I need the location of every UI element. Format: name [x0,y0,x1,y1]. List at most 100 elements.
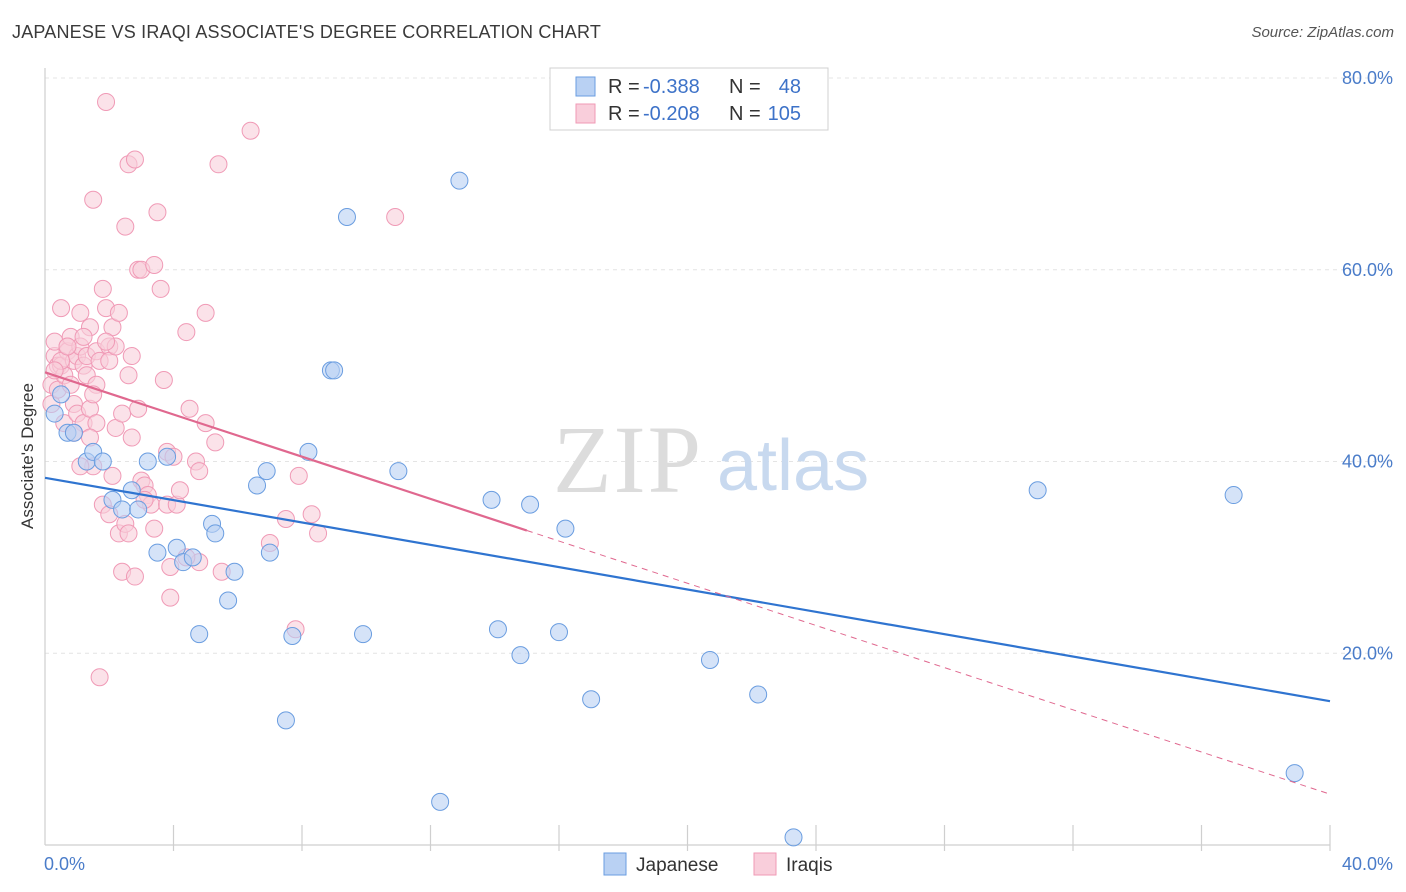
point-iraqis [154,371,173,390]
point-japanese [45,404,64,423]
legend-n-value-japanese: 48 [779,76,801,98]
legend-r-label-iraqis: R = [608,103,640,125]
point-japanese [276,711,295,730]
point-japanese [337,208,356,227]
chart-title: JAPANESE VS IRAQI ASSOCIATE'S DEGREE COR… [12,22,602,42]
point-iraqis [196,303,215,322]
point-japanese [257,462,276,481]
point-iraqis [71,303,90,322]
point-iraqis [97,92,116,111]
point-iraqis [122,428,141,447]
point-iraqis [151,279,170,298]
point-japanese [550,623,568,642]
point-japanese [450,171,469,190]
point-iraqis [386,208,405,227]
stats-legend: R = -0.388 N = 48 R = -0.208 N = 105 [549,67,829,131]
point-iraqis [180,399,199,418]
point-japanese [225,562,244,581]
point-iraqis [90,668,109,687]
point-iraqis [119,366,138,385]
point-iraqis [122,347,141,366]
legend-n-label-japanese: N = [729,76,761,98]
legend-r-value-japanese: -0.388 [643,76,700,98]
trend-lines [44,371,1331,795]
y-axis-label: Associate's Degree [18,383,37,529]
point-japanese [219,591,238,610]
point-japanese [784,828,803,847]
point-japanese [138,452,157,471]
point-japanese [1028,481,1047,500]
y-tick-label: 60.0% [1342,260,1393,280]
point-japanese [556,519,575,538]
legend-swatch-iraqis [575,103,596,124]
grid-lines [45,77,1392,654]
point-iraqis [74,327,93,346]
point-iraqis [116,217,135,236]
legend-r-value-iraqis: -0.208 [643,103,700,125]
point-japanese [260,543,279,562]
series-legend-label-iraqis: Iraqis [786,855,832,876]
point-iraqis [125,150,144,169]
point-iraqis [103,466,122,485]
legend-r-label-japanese: R = [608,76,640,98]
point-iraqis [145,255,164,274]
point-japanese [299,442,318,461]
point-iraqis [302,505,321,524]
point-japanese [148,543,167,562]
point-japanese [325,361,344,380]
point-japanese [52,385,71,404]
point-iraqis [58,337,77,356]
x-tick-labels: 0.0% 40.0% [44,854,1393,874]
point-japanese [749,685,768,704]
point-japanese [482,490,501,509]
axes [44,68,1331,851]
point-iraqis [170,481,189,500]
point-japanese [431,792,450,811]
trend-line-japanese [44,476,1331,703]
point-iraqis [125,567,144,586]
point-iraqis [241,121,260,140]
point-iraqis [97,332,116,351]
watermark: ZIP atlas [553,406,869,513]
source-credit: Source: ZipAtlas.com [1251,24,1394,41]
point-japanese [64,423,83,442]
point-japanese [488,620,507,639]
point-japanese [582,690,601,709]
point-iraqis [109,303,128,322]
x-tick-label: 0.0% [44,854,85,874]
point-japanese [354,625,373,644]
y-tick-label: 80.0% [1342,68,1393,88]
point-iraqis [190,462,209,481]
point-iraqis [309,524,328,543]
point-iraqis [84,190,103,209]
point-japanese [1224,486,1243,505]
y-tick-labels: 20.0% 40.0% 60.0% 80.0% [1342,68,1393,663]
y-tick-label: 20.0% [1342,643,1393,663]
point-iraqis [93,279,112,298]
point-japanese [700,650,719,669]
watermark-atlas: atlas [717,426,869,506]
point-iraqis [52,299,71,318]
point-iraqis [209,155,228,174]
stats-legend-frame [549,67,829,131]
point-japanese [283,626,302,645]
series-legend: Japanese Iraqis [603,852,832,876]
watermark-zip: ZIP [553,406,703,513]
y-tick-label: 40.0% [1342,452,1393,472]
point-iraqis [119,524,138,543]
point-japanese [248,476,267,495]
point-japanese [190,625,209,644]
point-japanese [129,500,148,519]
trend-extension-iraqis [526,530,1331,795]
legend-n-label-iraqis: N = [729,103,761,125]
point-japanese [158,447,177,466]
point-iraqis [148,203,167,222]
point-japanese [1285,764,1304,783]
point-japanese [389,462,408,481]
point-iraqis [161,588,180,607]
point-iraqis [145,519,164,538]
point-japanese [93,452,112,471]
series-legend-label-japanese: Japanese [636,855,718,876]
point-japanese [206,524,225,543]
